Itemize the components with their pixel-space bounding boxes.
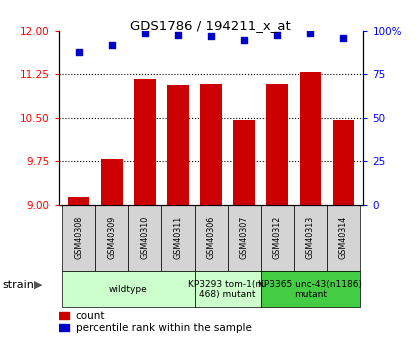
FancyBboxPatch shape [228, 205, 261, 270]
Point [307, 30, 314, 36]
Text: KP3365 unc-43(n1186)
mutant: KP3365 unc-43(n1186) mutant [258, 279, 362, 299]
FancyBboxPatch shape [62, 205, 95, 270]
Text: KP3293 tom-1(nu
468) mutant: KP3293 tom-1(nu 468) mutant [188, 279, 267, 299]
Point [142, 30, 148, 36]
Text: GSM40311: GSM40311 [173, 216, 182, 259]
Bar [59, 324, 69, 331]
Bar [299, 71, 321, 205]
Bar [59, 312, 69, 319]
FancyBboxPatch shape [161, 205, 194, 270]
FancyBboxPatch shape [261, 272, 360, 307]
FancyBboxPatch shape [128, 205, 161, 270]
FancyBboxPatch shape [327, 205, 360, 270]
Text: count: count [76, 310, 105, 321]
Bar [167, 86, 189, 205]
Text: GDS1786 / 194211_x_at: GDS1786 / 194211_x_at [130, 19, 290, 32]
Point [108, 42, 115, 48]
Text: strain: strain [2, 280, 34, 289]
FancyBboxPatch shape [194, 272, 261, 307]
Point [340, 35, 347, 41]
FancyBboxPatch shape [95, 205, 128, 270]
Text: GSM40307: GSM40307 [240, 216, 249, 259]
Point [208, 33, 215, 39]
Text: GSM40310: GSM40310 [140, 216, 150, 259]
Text: ▶: ▶ [34, 280, 43, 289]
Point [274, 32, 281, 37]
Bar [333, 119, 354, 205]
FancyBboxPatch shape [261, 205, 294, 270]
Text: percentile rank within the sample: percentile rank within the sample [76, 323, 252, 333]
Text: GSM40314: GSM40314 [339, 216, 348, 259]
Text: GSM40312: GSM40312 [273, 216, 282, 259]
Bar [234, 119, 255, 205]
Text: GSM40309: GSM40309 [107, 216, 116, 259]
Text: GSM40306: GSM40306 [207, 216, 215, 259]
Bar [134, 79, 156, 205]
Text: GSM40313: GSM40313 [306, 216, 315, 259]
Text: GSM40308: GSM40308 [74, 216, 83, 259]
Bar [101, 159, 123, 205]
Text: wildtype: wildtype [109, 285, 148, 294]
FancyBboxPatch shape [62, 272, 194, 307]
Point [175, 32, 181, 37]
Bar [68, 197, 89, 205]
Bar [266, 84, 288, 205]
Bar [200, 84, 222, 205]
FancyBboxPatch shape [194, 205, 228, 270]
Point [241, 37, 247, 42]
Point [75, 49, 82, 55]
FancyBboxPatch shape [294, 205, 327, 270]
